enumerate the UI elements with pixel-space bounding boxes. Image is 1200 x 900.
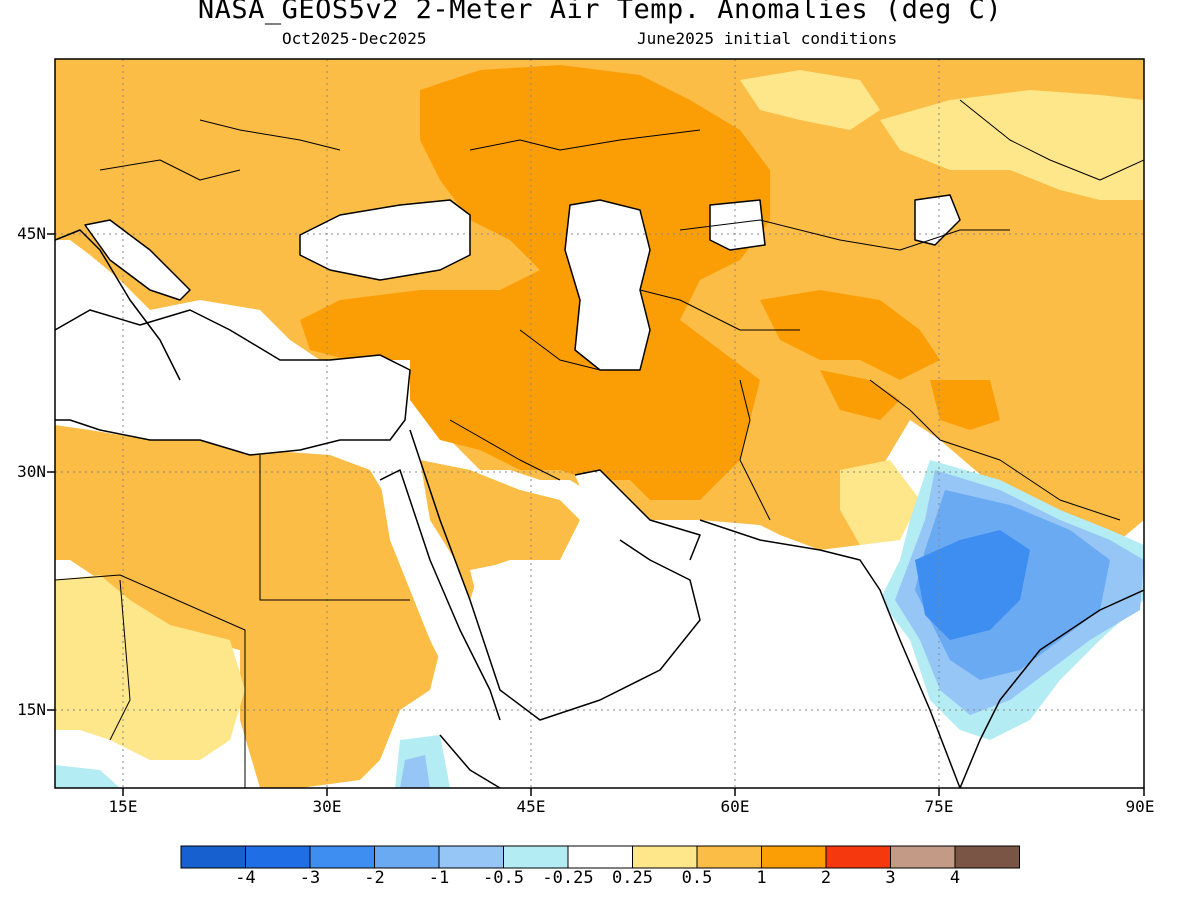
anomaly-region-1-2-himalaya	[930, 380, 1000, 430]
lon-label-30e: 30E	[312, 797, 342, 816]
map-frame	[54, 58, 1145, 789]
colorbar-box	[890, 845, 956, 869]
colorbar-label: -3	[299, 868, 321, 888]
colorbar-box	[954, 845, 1020, 869]
anomaly-region-0.25-0.5-russia	[740, 70, 880, 130]
anomaly-field	[55, 59, 1144, 788]
balkhash-lake	[915, 195, 960, 245]
colorbar-box	[503, 845, 569, 869]
axis-ticks	[47, 233, 1145, 796]
lat-label-45n: 45N	[17, 224, 46, 243]
anomaly-region-1-2-central-asia	[300, 65, 770, 500]
colorbar-label: 0.25	[612, 868, 653, 888]
colorbar-box	[761, 845, 827, 869]
anomaly-region-neg-0.25-westafrica	[55, 765, 120, 788]
colorbar-box	[180, 845, 246, 869]
anomaly-region-0.5-1-arabia	[420, 460, 580, 600]
colorbar-box	[696, 845, 762, 869]
lat-label-15n: 15N	[17, 700, 46, 719]
colorbar-box	[309, 845, 375, 869]
lon-label-60e: 60E	[720, 797, 750, 816]
country-borders	[55, 99, 1144, 788]
lon-label-90e: 90E	[1125, 797, 1155, 816]
red-sea	[380, 470, 500, 725]
lon-label-45e: 45E	[516, 797, 546, 816]
anomaly-region-1-2-afghan	[820, 370, 900, 420]
aral-sea	[710, 200, 765, 250]
anomaly-region-0.25-0.5-sahel	[55, 575, 245, 760]
colorbar-box	[374, 845, 440, 869]
anomaly-region-0.25-0.5-mongolia	[880, 90, 1144, 200]
arabia-central-field	[480, 560, 640, 660]
colorbar-label: -0.5	[483, 868, 524, 888]
black-sea	[300, 200, 470, 280]
colorbar-box	[825, 845, 891, 869]
anomaly-region-neg-0.5-horn	[400, 755, 430, 788]
colorbar-label: 3	[885, 868, 896, 888]
colorbar-label: -4	[235, 868, 256, 888]
anomaly-region-1-2-uzbek	[760, 290, 940, 380]
map-title: NASA_GEOS5v2 2-Meter Air Temp. Anomalies…	[197, 0, 1003, 25]
anomaly-region-neg-2	[915, 530, 1030, 640]
adriatic-sea	[85, 220, 190, 300]
colorbar-label: 4	[949, 868, 961, 888]
colorbar	[180, 845, 1020, 869]
forecast-period: Oct2025-Dec2025	[282, 29, 427, 48]
lon-label-15e: 15E	[108, 797, 138, 816]
lon-label-75e: 75E	[924, 797, 954, 816]
colorbar-label: -0.25	[542, 868, 594, 888]
colorbar-box	[567, 845, 633, 869]
colorbar-box	[438, 845, 504, 869]
coastlines	[55, 194, 1144, 788]
anomaly-region-0.5-1-africa	[55, 425, 440, 788]
colorbar-box	[632, 845, 698, 869]
persian-gulf	[575, 470, 700, 565]
lat-label-30n: 30N	[17, 462, 46, 481]
mediterranean-sea	[55, 310, 410, 455]
colorbar-label: -1	[428, 868, 450, 888]
grid-lines	[55, 59, 1144, 788]
colorbar-label: -2	[364, 868, 385, 888]
caspian-sea	[565, 200, 650, 370]
colorbar-label: 2	[820, 868, 832, 888]
colorbar-box	[245, 845, 311, 869]
initial-conditions: June2025 initial conditions	[637, 29, 898, 48]
anomaly-region-0.25-0.5-tibet	[840, 460, 920, 545]
colorbar-label: 1	[756, 868, 767, 888]
colorbar-label: 0.5	[681, 868, 713, 888]
